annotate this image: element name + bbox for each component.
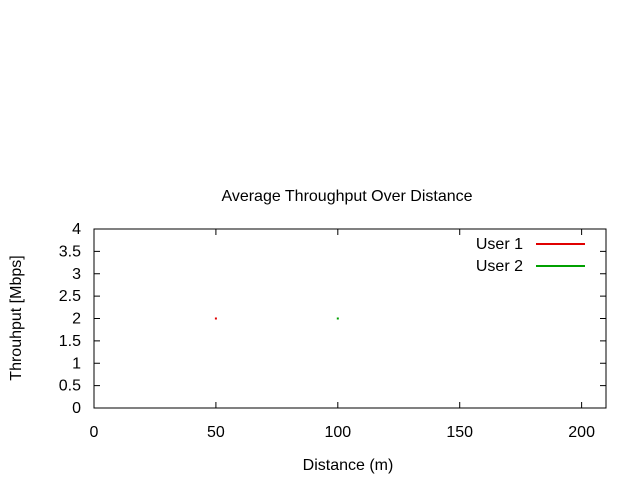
y-tick-label: 0.5 [59, 378, 81, 395]
data-points [214, 317, 339, 320]
y-tick-label: 2 [72, 311, 81, 328]
x-tick-label: 200 [568, 424, 595, 441]
y-tick-label: 1 [72, 355, 81, 372]
x-tick-label: 100 [324, 424, 351, 441]
data-point-series-1 [214, 317, 217, 320]
x-axis-label: Distance (m) [303, 457, 394, 474]
y-tick-label: 3 [72, 266, 81, 283]
x-axis-ticks: 0 50 100 150 200 [90, 229, 595, 441]
legend-label-series-1: User 1 [476, 236, 523, 253]
plot-area-frame [93, 228, 607, 409]
chart-title: Average Throughput Over Distance [221, 188, 472, 205]
x-tick-label: 150 [446, 424, 473, 441]
y-tick-label: 0 [72, 400, 81, 417]
y-axis-label: Throuhput [Mbps] [8, 255, 25, 380]
legend: User 1 User 2 [476, 236, 585, 275]
legend-label-series-2: User 2 [476, 258, 523, 275]
y-tick-label: 3.5 [59, 243, 81, 260]
data-point-series-2 [336, 317, 339, 320]
x-tick-label: 0 [90, 424, 99, 441]
y-tick-label: 1.5 [59, 333, 81, 350]
x-tick-label: 50 [207, 424, 225, 441]
y-tick-label: 2.5 [59, 288, 81, 305]
y-tick-label: 4 [72, 221, 81, 238]
y-axis-ticks: 0 0.5 1 1.5 2 2.5 3 3.5 4 [59, 221, 606, 417]
